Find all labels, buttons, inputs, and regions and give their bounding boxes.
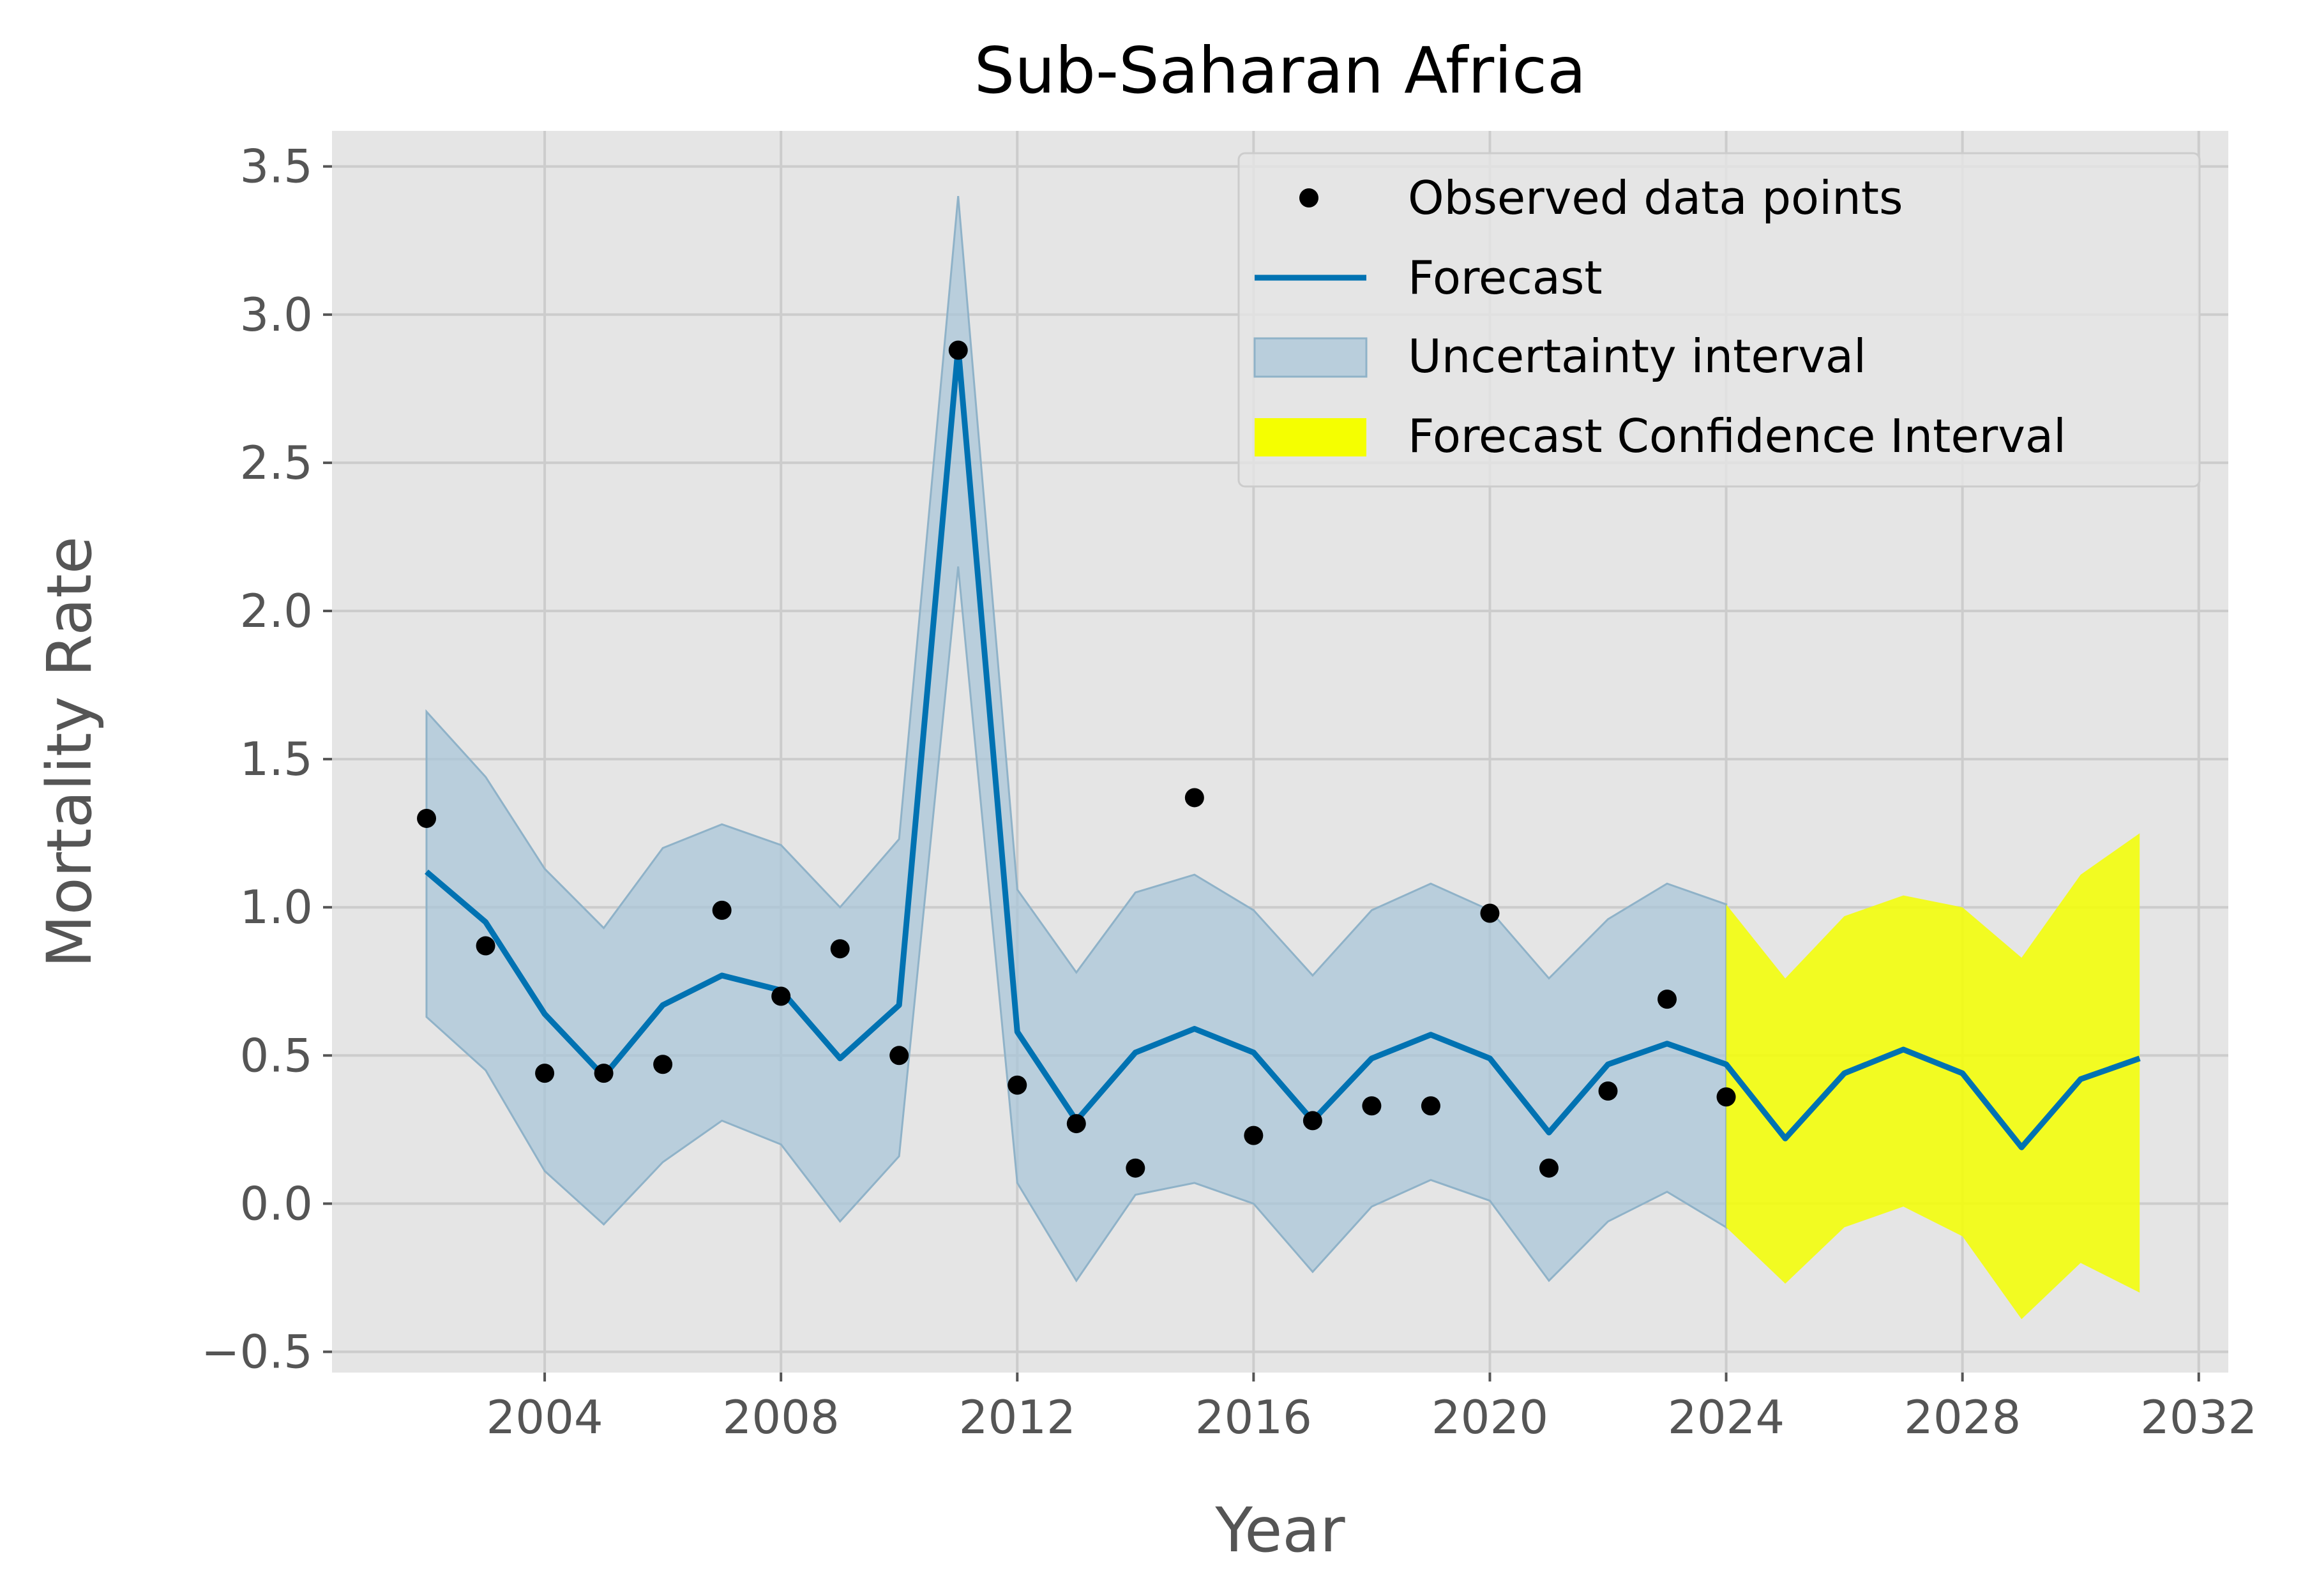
observed-point: [1008, 1075, 1027, 1095]
x-tick-label: 2020: [1431, 1390, 1548, 1444]
y-tick-label: 2.5: [239, 436, 313, 490]
observed-point: [1657, 990, 1677, 1009]
legend-frame: [1237, 152, 2201, 488]
forecast-layer: [425, 344, 2141, 1150]
observed-point: [535, 1064, 555, 1083]
legend-forecast-label: Forecast: [1408, 251, 1603, 305]
observed-point: [1598, 1081, 1618, 1101]
observed-point: [1421, 1096, 1440, 1116]
x-tick-label: 2012: [959, 1390, 1076, 1444]
y-tick-label: 1.5: [239, 732, 313, 786]
legend-uncertainty-label: Uncertainty interval: [1408, 329, 1866, 383]
observed-point: [889, 1046, 909, 1065]
observed-point: [1184, 788, 1204, 808]
observed-point: [771, 986, 791, 1006]
y-tick-label: 3.5: [239, 140, 313, 193]
y-tick-label: 1.0: [239, 880, 313, 934]
legend-forecast-ci-label: Forecast Confidence Interval: [1408, 409, 2066, 463]
x-tick-label: 2024: [1668, 1390, 1785, 1444]
forecast-ci-layer: [1726, 833, 2140, 1320]
x-tick-label: 2004: [486, 1390, 603, 1444]
observed-point: [653, 1055, 673, 1074]
x-tick-label: 2016: [1195, 1390, 1312, 1444]
legend-observed-label: Observed data points: [1408, 171, 1903, 225]
x-axis: 2004 2008 2012 2016 2020 2024 2028 2032: [486, 1373, 2257, 1444]
y-tick-label: 2.0: [239, 584, 313, 638]
observed-point: [1480, 903, 1500, 923]
forecast-ci-band: [1726, 833, 2140, 1320]
legend: Observed data points Forecast Uncertaint…: [1237, 152, 2201, 488]
observed-point: [594, 1064, 614, 1083]
y-tick-label: 0.5: [239, 1028, 313, 1082]
observed-point: [712, 900, 732, 920]
y-axis: −0.5 0.0 0.5 1.0 1.5 2.0 2.5 3.0 3.5: [201, 140, 332, 1379]
x-tick-label: 2008: [723, 1390, 840, 1444]
y-tick-label: 0.0: [239, 1177, 313, 1230]
observed-point: [1066, 1114, 1086, 1134]
y-tick-label: 3.0: [239, 288, 313, 342]
observed-point: [1362, 1096, 1382, 1116]
legend-observed-marker: [1299, 188, 1318, 207]
forecast-line: [425, 344, 2141, 1150]
y-axis-title: Mortality Rate: [34, 536, 105, 968]
x-tick-label: 2028: [1904, 1390, 2021, 1444]
observed-point: [1539, 1158, 1559, 1178]
observed-point: [1126, 1158, 1145, 1178]
legend-uncertainty-swatch: [1253, 337, 1368, 378]
observed-point: [830, 939, 850, 959]
chart-title: Sub-Saharan Africa: [974, 33, 1587, 108]
observed-point: [1303, 1111, 1322, 1131]
x-axis-title: Year: [1214, 1494, 1345, 1566]
observed-point: [1716, 1087, 1736, 1107]
y-tick-label: −0.5: [201, 1325, 313, 1379]
observed-layer: [417, 340, 1736, 1178]
observed-point: [476, 936, 495, 956]
observed-point: [948, 340, 968, 360]
x-tick-label: 2032: [2140, 1390, 2257, 1444]
observed-point: [1244, 1125, 1264, 1145]
legend-forecast-ci-swatch: [1255, 418, 1366, 456]
observed-point: [417, 808, 437, 828]
